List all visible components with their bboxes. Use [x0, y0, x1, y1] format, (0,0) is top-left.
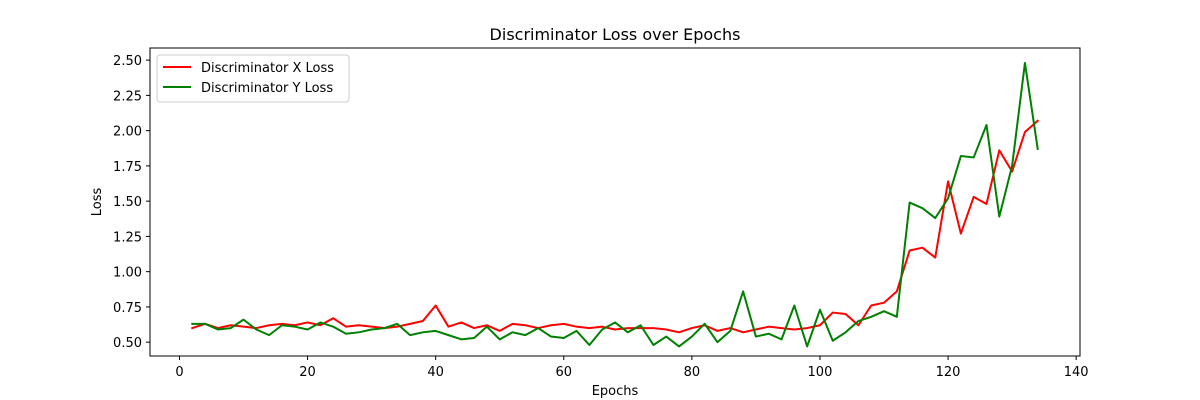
y-tick-label: 0.50 [113, 336, 142, 351]
series-line-y-loss [191, 61, 1039, 348]
x-axis-title: Epochs [592, 384, 639, 399]
y-tick-label: 2.25 [113, 89, 142, 104]
y-tick-label: 1.50 [113, 195, 142, 210]
legend-label-x-loss: Discriminator X Loss [201, 61, 334, 76]
x-tick-label: 140 [1064, 365, 1089, 380]
x-tick-label: 120 [936, 365, 961, 380]
series-line-x-loss [191, 119, 1040, 334]
x-tick-label: 60 [555, 365, 572, 380]
y-tick-label: 2.00 [113, 125, 142, 140]
y-tick-label: 0.75 [113, 301, 142, 316]
y-tick-label: 1.75 [113, 160, 142, 175]
ticks-layer: 0 20 40 60 80 100 120 140 0.50 0.75 1.00 1.25 1.50 1.… [113, 54, 1089, 380]
x-tick-label: 20 [299, 365, 316, 380]
y-axis-title: Loss [90, 188, 105, 217]
x-tick-label: 40 [427, 365, 444, 380]
legend-label-y-loss: Discriminator Y Loss [201, 81, 333, 96]
x-tick-label: 80 [684, 365, 701, 380]
y-tick-label: 1.00 [113, 266, 142, 281]
chart-title: Discriminator Loss over Epochs [490, 25, 741, 44]
x-tick-label: 0 [175, 365, 183, 380]
y-tick-label: 1.25 [113, 230, 142, 245]
legend-frame [156, 54, 350, 103]
x-tick-label: 100 [808, 365, 833, 380]
series-layer [191, 61, 1040, 348]
y-tick-label: 2.50 [113, 54, 142, 69]
legend: Discriminator X Loss Discriminator Y Los… [156, 54, 350, 103]
plot-area-frame [149, 47, 1081, 357]
